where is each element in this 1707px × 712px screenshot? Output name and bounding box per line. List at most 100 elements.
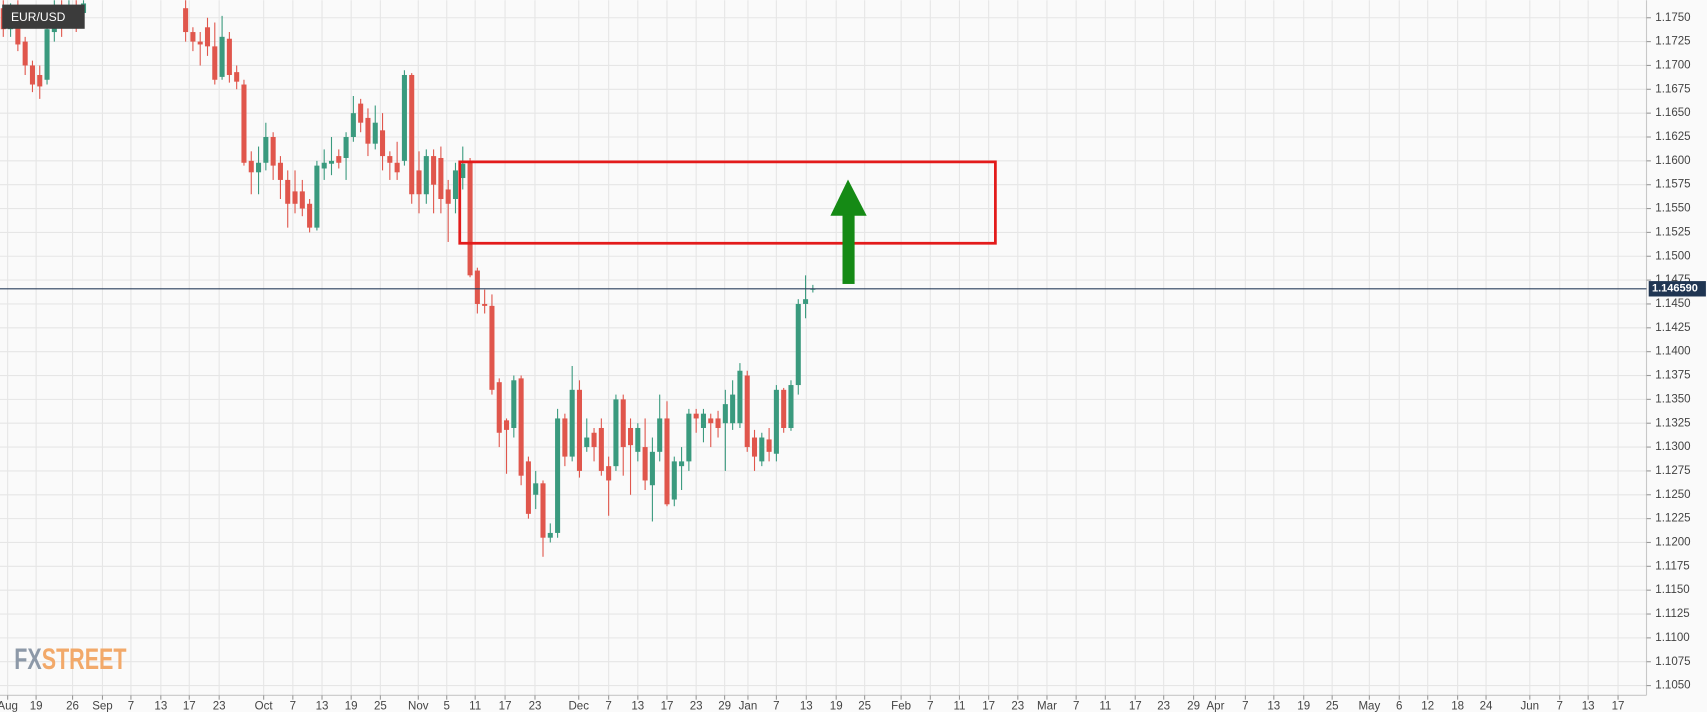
x-tick-label: 25 <box>1326 700 1339 712</box>
logo-part: FX <box>14 643 42 676</box>
x-tick-label: Aug <box>0 700 18 712</box>
candle-body <box>460 163 466 179</box>
y-tick-label: 1.1175 <box>1655 560 1689 572</box>
x-tick-label: 18 <box>1451 700 1464 712</box>
x-tick-label: 7 <box>1242 700 1248 712</box>
candle-body <box>328 160 335 164</box>
y-tick-label: 1.1700 <box>1655 59 1690 71</box>
x-tick-label: 7 <box>605 700 611 712</box>
candle-body <box>620 399 626 448</box>
y-tick-label: 1.1075 <box>1655 656 1690 668</box>
candle-body <box>591 432 597 448</box>
x-tick-label: Jan <box>739 700 758 712</box>
x-tick-label: 17 <box>183 700 196 712</box>
y-tick-label: 1.1250 <box>1655 489 1690 501</box>
candle-body <box>226 38 232 75</box>
logo-part: STREET <box>42 643 127 676</box>
y-tick-label: 1.1525 <box>1655 226 1690 238</box>
x-tick-label: 7 <box>927 700 933 712</box>
candle-body <box>496 382 502 433</box>
candle-body <box>715 418 721 428</box>
candle-body <box>642 447 648 481</box>
candle-body <box>606 466 612 481</box>
y-tick-label: 1.1275 <box>1655 465 1690 477</box>
y-tick-label: 1.1650 <box>1655 107 1690 119</box>
candle-body <box>547 532 553 538</box>
arrow-shaft <box>842 214 855 284</box>
x-tick-label: 11 <box>469 700 481 712</box>
y-tick-label: 1.1600 <box>1655 155 1690 167</box>
x-tick-label: 17 <box>661 700 674 712</box>
candle-body <box>584 437 590 448</box>
y-tick-label: 1.1625 <box>1655 131 1690 143</box>
candle-body <box>649 451 655 486</box>
arrow-head <box>830 179 867 216</box>
candle-body <box>248 160 254 173</box>
x-tick-label: 5 <box>444 700 450 712</box>
x-tick-label: 7 <box>1557 700 1563 712</box>
x-tick-label: 29 <box>1187 700 1200 712</box>
candle-body <box>518 378 524 476</box>
y-tick-label: 1.1725 <box>1655 36 1690 48</box>
candle-body <box>452 170 459 200</box>
candle-body <box>292 191 298 204</box>
candle-body <box>365 117 371 144</box>
candle-body <box>321 162 327 169</box>
candle-body <box>336 156 342 163</box>
candle-body <box>474 270 480 304</box>
y-tick-label: 1.1225 <box>1655 513 1690 525</box>
symbol-badge <box>2 4 85 29</box>
candle-body <box>285 179 291 204</box>
candle-body <box>372 122 378 144</box>
x-tick-label: 7 <box>128 700 134 712</box>
x-tick-label: Sep <box>92 700 113 712</box>
candle-body <box>569 389 575 457</box>
y-tick-label: 1.1150 <box>1655 584 1689 596</box>
candle-body <box>380 130 386 157</box>
y-tick-label: 1.1400 <box>1655 346 1690 358</box>
candle-body <box>693 413 699 419</box>
y-tick-label: 1.1125 <box>1655 608 1689 620</box>
y-tick-label: 1.1300 <box>1655 441 1690 453</box>
candle-body <box>627 427 634 446</box>
candle-body <box>401 74 407 161</box>
y-tick-label: 1.1200 <box>1655 537 1690 549</box>
candle-body <box>29 65 35 85</box>
x-tick-label: 6 <box>1396 700 1402 712</box>
candle-body <box>504 420 510 430</box>
y-tick-label: 1.1050 <box>1655 680 1690 692</box>
x-tick-label: 24 <box>1480 700 1493 712</box>
x-tick-label: 25 <box>858 700 871 712</box>
candle-body <box>438 157 444 200</box>
x-tick-label: 17 <box>1129 700 1142 712</box>
x-tick-label: 13 <box>316 700 329 712</box>
y-tick-label: 1.1425 <box>1655 322 1690 334</box>
x-tick-label: 23 <box>529 700 542 712</box>
x-tick-label: 17 <box>982 700 995 712</box>
x-tick-label: Apr <box>1206 700 1224 712</box>
y-tick-label: 1.1325 <box>1655 417 1690 429</box>
price-badge <box>1648 281 1706 297</box>
candle-body <box>416 170 422 195</box>
candle-body <box>204 27 211 47</box>
candle-body <box>197 41 203 45</box>
x-tick-label: 25 <box>374 700 387 712</box>
x-tick-label: 12 <box>1421 700 1434 712</box>
x-tick-label: 7 <box>1073 700 1079 712</box>
x-tick-label: 17 <box>499 700 512 712</box>
y-tick-label: 1.1350 <box>1655 393 1690 405</box>
candle-body <box>635 427 641 452</box>
x-tick-label: 13 <box>154 700 167 712</box>
y-tick-label: 1.1500 <box>1655 250 1690 262</box>
candle-body <box>190 32 196 42</box>
candle-body <box>314 165 320 228</box>
candle-body <box>241 84 247 163</box>
candle-body <box>562 418 568 457</box>
candle-body <box>555 418 561 533</box>
candle-body <box>489 305 495 390</box>
candle-body <box>183 8 189 33</box>
x-tick-label: 17 <box>1612 700 1625 712</box>
candle-body <box>409 74 415 195</box>
